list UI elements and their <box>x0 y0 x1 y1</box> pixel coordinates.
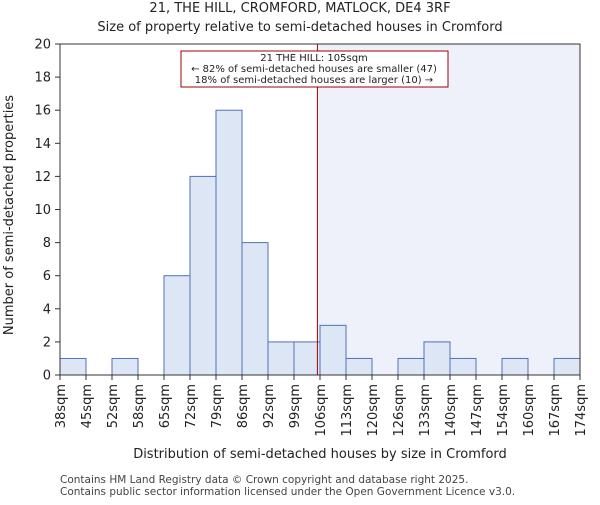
x-tick-label: 38sqm <box>54 384 69 428</box>
y-tick-label: 2 <box>43 335 51 350</box>
x-tick-label: 92sqm <box>262 384 277 428</box>
x-tick-label: 126sqm <box>392 384 407 437</box>
bar-99sqm <box>293 341 321 376</box>
y-tick-label: 20 <box>34 38 51 53</box>
x-tick-label: 72sqm <box>184 384 199 428</box>
x-tick-label: 79sqm <box>210 384 225 428</box>
bar-52sqm <box>111 357 139 376</box>
x-ticks-group: 38sqm 45sqm 52sqm 58sqm 65sqm 72sqm 79sqm 86sqm… <box>54 375 589 437</box>
annotation-border <box>180 50 449 88</box>
bar-126sqm <box>397 357 425 376</box>
y-tick-label: 6 <box>43 269 51 284</box>
y-tick-label: 14 <box>34 137 51 152</box>
x-tick-label: 52sqm <box>106 384 121 428</box>
x-tick-label: 113sqm <box>340 384 355 437</box>
larger-region-shading <box>317 44 580 375</box>
bar-92sqm <box>267 341 295 376</box>
bars-group <box>59 109 581 376</box>
bar-113sqm <box>345 357 373 376</box>
bar-86sqm <box>241 242 269 376</box>
y-tick-label: 10 <box>34 203 51 218</box>
annotation-box: 21 THE HILL: 105sqm ← 82% of semi-detach… <box>180 50 449 88</box>
bar-133sqm <box>423 341 451 376</box>
x-tick-label: 99sqm <box>288 384 303 428</box>
x-tick-label: 45sqm <box>80 384 95 428</box>
annotation-line-3: 18% of semi-detached houses are larger (… <box>195 75 433 86</box>
x-tick-label: 65sqm <box>158 384 173 428</box>
plot-frame <box>59 43 581 376</box>
bar-72sqm <box>189 175 217 376</box>
annotation-line-1: 21 THE HILL: 105sqm <box>260 53 368 64</box>
x-tick-label: 154sqm <box>496 384 511 437</box>
y-tick-label: 16 <box>34 104 51 119</box>
footer-line-1: Contains HM Land Registry data © Crown c… <box>60 474 468 486</box>
bar-65sqm <box>163 275 191 376</box>
x-tick-label: 174sqm <box>574 384 589 437</box>
chart-subtitle: Size of property relative to semi-detach… <box>97 20 502 35</box>
annotation-line-2: ← 82% of semi-detached houses are smalle… <box>191 64 437 75</box>
x-tick-label: 147sqm <box>470 384 485 437</box>
x-tick-label: 140sqm <box>444 384 459 437</box>
x-tick-label: 167sqm <box>548 384 563 437</box>
y-tick-label: 8 <box>43 236 51 251</box>
chart-title: 21, THE HILL, CROMFORD, MATLOCK, DE4 3RF <box>149 1 450 16</box>
footer-line-2: Contains public sector information licen… <box>60 486 515 498</box>
bar-38sqm <box>59 357 87 376</box>
x-tick-label: 86sqm <box>236 384 251 428</box>
x-axis-label: Distribution of semi-detached houses by … <box>133 447 507 462</box>
y-ticks-group: 0 2 4 6 8 10 12 14 16 18 20 <box>34 38 60 384</box>
bar-154sqm <box>501 357 529 376</box>
bar-79sqm <box>215 109 243 376</box>
x-tick-label: 106sqm <box>314 384 329 437</box>
y-tick-label: 4 <box>43 302 51 317</box>
y-axis-label: Number of semi-detached properties <box>2 95 17 335</box>
bar-140sqm <box>449 357 477 376</box>
y-tick-label: 0 <box>43 369 51 384</box>
y-tick-label: 12 <box>34 170 51 185</box>
y-tick-label: 18 <box>34 71 51 86</box>
bar-167sqm <box>553 357 581 376</box>
x-tick-label: 58sqm <box>132 384 147 428</box>
x-tick-label: 160sqm <box>522 384 537 437</box>
x-tick-label: 120sqm <box>366 384 381 437</box>
bar-106sqm <box>319 324 347 376</box>
x-tick-label: 133sqm <box>418 384 433 437</box>
